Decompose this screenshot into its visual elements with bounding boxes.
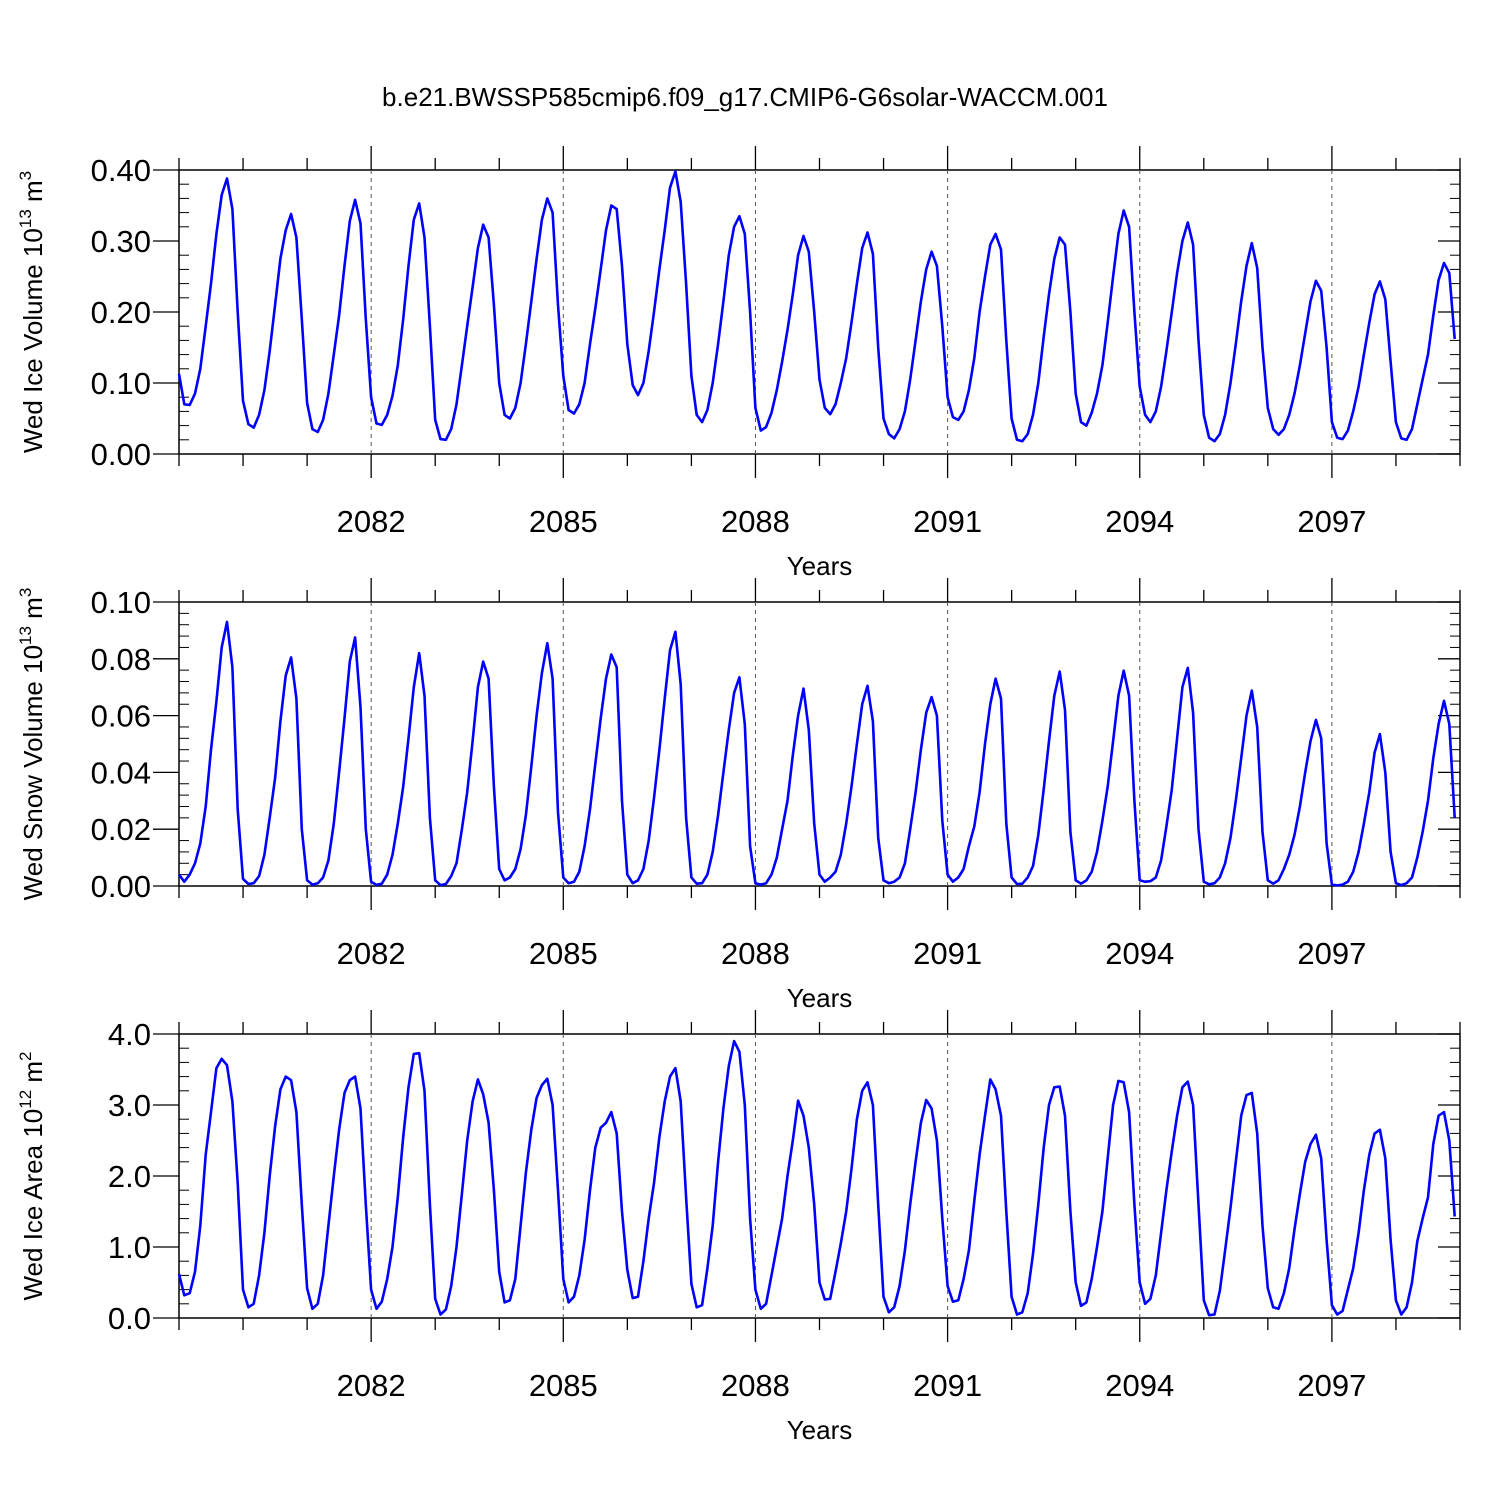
series-line-1 bbox=[177, 1039, 1456, 1317]
y-axis-label-exponent: 12 bbox=[16, 1090, 35, 1109]
x-tick-label-2094: 2094 bbox=[1105, 1368, 1174, 1403]
x-axis-label: Years bbox=[787, 983, 853, 1013]
chart-panel-2: 2082 2085 2088 2091 2094 2097 0.00 0.02 0.04 0.06… bbox=[16, 578, 1461, 1013]
y-axis-label-unit-power: 2 bbox=[16, 1051, 35, 1060]
x-tick-label-2094: 2094 bbox=[1105, 936, 1174, 971]
x-tick-label-2091: 2091 bbox=[913, 936, 982, 971]
x-tick-label-2088: 2088 bbox=[721, 936, 790, 971]
series-line-1 bbox=[177, 170, 1456, 443]
x-tick-label-2088: 2088 bbox=[721, 504, 790, 539]
y-tick-label-0.00: 0.00 bbox=[91, 437, 151, 472]
x-tick-label-2097: 2097 bbox=[1297, 504, 1366, 539]
series-line-1 bbox=[177, 620, 1456, 887]
x-tick-label-2085: 2085 bbox=[529, 1368, 598, 1403]
x-tick-label-2091: 2091 bbox=[913, 1368, 982, 1403]
y-tick-label-0.0: 0.0 bbox=[108, 1301, 151, 1336]
y-tick-label-0.00: 0.00 bbox=[91, 869, 151, 904]
x-axis-label: Years bbox=[787, 1415, 853, 1445]
y-tick-label-4.0: 4.0 bbox=[108, 1017, 151, 1052]
y-tick-label-1.0: 1.0 bbox=[108, 1230, 151, 1265]
x-tick-label-2082: 2082 bbox=[337, 1368, 406, 1403]
y-axis-label-unit-power: 3 bbox=[16, 171, 35, 180]
y-tick-label-0.06: 0.06 bbox=[91, 699, 151, 734]
y-tick-label-0.20: 0.20 bbox=[91, 295, 151, 330]
y-axis-label: Wed Snow Volume 1013 m3 bbox=[16, 588, 48, 901]
y-axis-label-unit-power: 3 bbox=[16, 588, 35, 597]
x-tick-label-2085: 2085 bbox=[529, 936, 598, 971]
y-tick-label-0.02: 0.02 bbox=[91, 812, 151, 847]
y-axis-label: Wed Ice Area 1012 m2 bbox=[16, 1051, 48, 1300]
y-tick-label-2.0: 2.0 bbox=[108, 1159, 151, 1194]
y-tick-label-3.0: 3.0 bbox=[108, 1088, 151, 1123]
figure-title: b.e21.BWSSP585cmip6.f09_g17.CMIP6-G6sola… bbox=[382, 82, 1108, 112]
x-tick-label-2094: 2094 bbox=[1105, 504, 1174, 539]
x-axis-label: Years bbox=[787, 551, 853, 581]
y-axis-label-text: Wed Ice Volume 10 bbox=[18, 228, 48, 453]
panels: 2082 2085 2088 2091 2094 2097 0.00 0.10 0.20 0.30… bbox=[16, 146, 1461, 1445]
y-tick-label-0.04: 0.04 bbox=[91, 755, 151, 790]
x-tick-label-2085: 2085 bbox=[529, 504, 598, 539]
y-tick-label-0.40: 0.40 bbox=[91, 153, 151, 188]
y-axis-label-text: Wed Snow Volume 10 bbox=[18, 645, 48, 900]
y-tick-label-0.08: 0.08 bbox=[91, 642, 151, 677]
chart-panel-3: 2082 2085 2088 2091 2094 2097 0.0 1.0 2.0 3.0 4.0 Y… bbox=[16, 1010, 1461, 1445]
x-tick-label-2097: 2097 bbox=[1297, 936, 1366, 971]
x-tick-label-2082: 2082 bbox=[337, 504, 406, 539]
y-axis-label-unit: m bbox=[18, 1061, 48, 1090]
y-axis-label-unit: m bbox=[18, 597, 48, 626]
y-axis-label: Wed Ice Volume 1013 m3 bbox=[16, 171, 48, 453]
y-axis-label-exponent: 13 bbox=[16, 626, 35, 645]
y-axis-label-exponent: 13 bbox=[16, 209, 35, 228]
y-axis-label-unit: m bbox=[18, 180, 48, 209]
y-tick-label-0.10: 0.10 bbox=[91, 366, 151, 401]
x-tick-label-2082: 2082 bbox=[337, 936, 406, 971]
y-axis-label-text: Wed Ice Area 10 bbox=[18, 1109, 48, 1301]
x-tick-label-2088: 2088 bbox=[721, 1368, 790, 1403]
y-tick-label-0.30: 0.30 bbox=[91, 224, 151, 259]
chart-panel-1: 2082 2085 2088 2091 2094 2097 0.00 0.10 0.20 0.30… bbox=[16, 146, 1461, 581]
y-tick-label-0.10: 0.10 bbox=[91, 585, 151, 620]
x-tick-label-2097: 2097 bbox=[1297, 1368, 1366, 1403]
x-tick-label-2091: 2091 bbox=[913, 504, 982, 539]
